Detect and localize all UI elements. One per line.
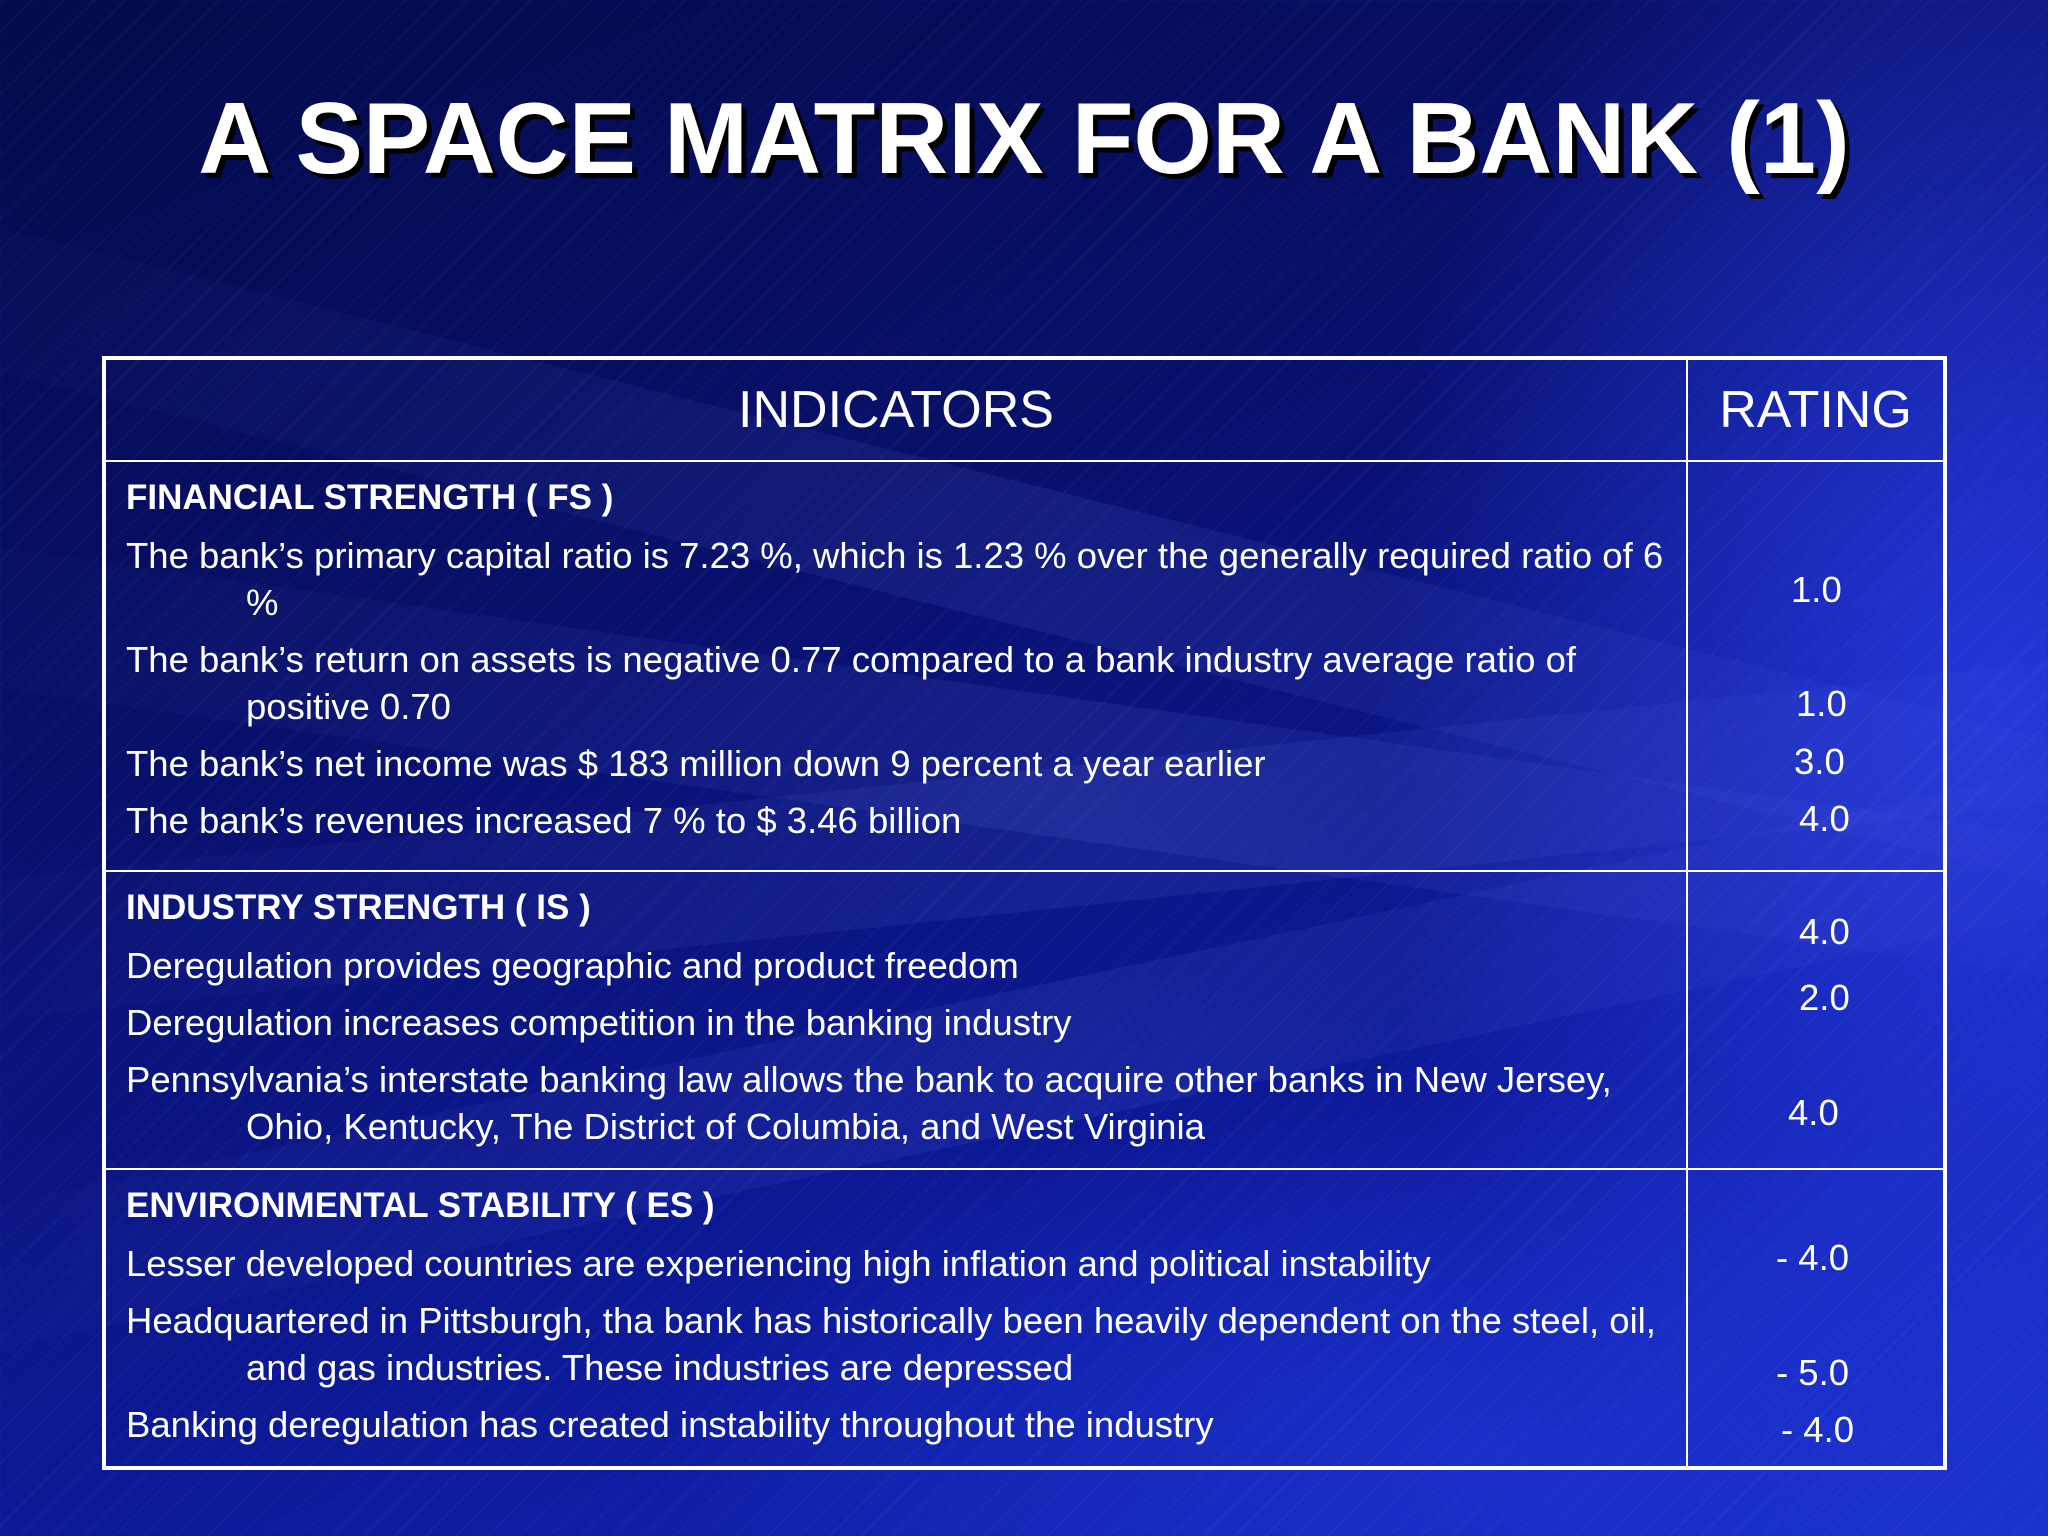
indicator-item: Deregulation provides geographic and pro… xyxy=(126,945,1019,986)
ratings-cell: 4.0 2.0 4.0 xyxy=(1686,870,1946,1170)
indicator-item: The bank’s net income was $ 183 million … xyxy=(126,743,1266,784)
rating-value: 4.0 xyxy=(1799,911,1850,952)
indicators-cell: ENVIRONMENTAL STABILITY ( ES ) Lesser de… xyxy=(103,1168,1688,1469)
indicator-item: Deregulation increases competition in th… xyxy=(126,1002,1072,1043)
rating-value: 4.0 xyxy=(1788,1092,1839,1133)
table-header-row: INDICATORS RATING xyxy=(103,357,1946,462)
indicator-item: The bank’s primary capital ratio is 7.23… xyxy=(126,535,1664,623)
indicator-item: Headquartered in Pittsburgh, tha bank ha… xyxy=(126,1300,1656,1388)
section-title: ENVIRONMENTAL STABILITY ( ES ) xyxy=(126,1186,715,1225)
rating-value: - 4.0 xyxy=(1776,1237,1850,1278)
rating-value: - 5.0 xyxy=(1776,1352,1850,1393)
rating-value: 1.0 xyxy=(1796,683,1847,724)
indicators-cell: FINANCIAL STRENGTH ( FS ) The bank’s pri… xyxy=(103,460,1688,872)
indicator-item: The bank’s return on assets is negative … xyxy=(126,639,1577,727)
indicator-item: The bank’s revenues increased 7 % to $ 3… xyxy=(126,800,962,841)
section-row-financial-strength: FINANCIAL STRENGTH ( FS ) The bank’s pri… xyxy=(103,460,1946,872)
rating-value: - 4.0 xyxy=(1781,1409,1855,1450)
space-matrix-table: INDICATORS RATING FINANCIAL STRENGTH ( F… xyxy=(102,356,1947,1470)
indicator-item: Banking deregulation has created instabi… xyxy=(126,1404,1214,1445)
ratings-cell: - 4.0 - 5.0 - 4.0 xyxy=(1686,1168,1946,1469)
indicator-item: Pennsylvania’s interstate banking law al… xyxy=(126,1059,1612,1147)
rating-value: 1.0 xyxy=(1791,569,1842,610)
ratings-cell: 1.0 1.0 3.0 4.0 xyxy=(1686,460,1946,872)
section-title: INDUSTRY STRENGTH ( IS ) xyxy=(126,888,591,927)
section-title: FINANCIAL STRENGTH ( FS ) xyxy=(126,478,614,517)
rating-value: 4.0 xyxy=(1799,798,1850,839)
indicators-cell: INDUSTRY STRENGTH ( IS ) Deregulation pr… xyxy=(103,870,1688,1170)
rating-column-header: RATING xyxy=(1686,357,1946,462)
indicators-column-header: INDICATORS xyxy=(103,357,1688,462)
slide-title: A SPACE MATRIX FOR A BANK (1) xyxy=(198,83,1850,195)
section-row-environmental-stability: ENVIRONMENTAL STABILITY ( ES ) Lesser de… xyxy=(103,1168,1946,1469)
rating-value: 2.0 xyxy=(1799,977,1850,1018)
rating-value: 3.0 xyxy=(1794,741,1845,782)
indicator-item: Lesser developed countries are experienc… xyxy=(126,1243,1431,1284)
section-row-industry-strength: INDUSTRY STRENGTH ( IS ) Deregulation pr… xyxy=(103,870,1946,1170)
